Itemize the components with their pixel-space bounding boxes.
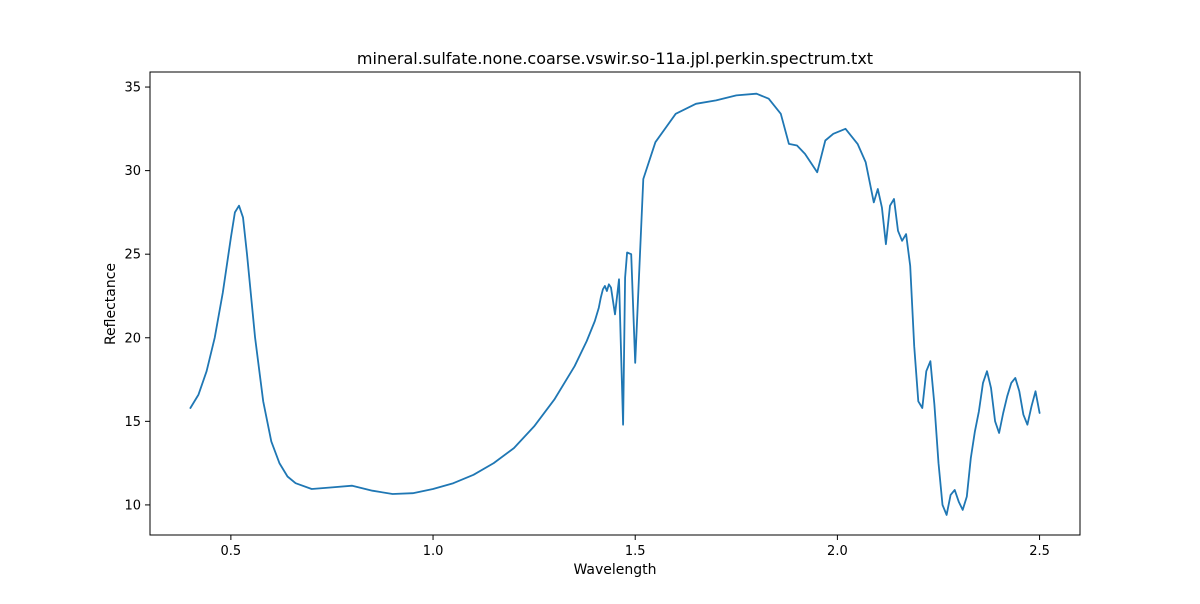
plot-area — [150, 72, 1080, 535]
x-tick-label: 2.0 — [827, 544, 848, 559]
spectrum-series-line — [189, 92, 1041, 516]
y-tick-label: 15 — [124, 415, 141, 430]
y-tick-label: 25 — [124, 248, 141, 263]
y-tick-label: 20 — [124, 331, 141, 346]
y-tick-label: 30 — [124, 164, 141, 179]
x-tick-label: 1.0 — [423, 544, 444, 559]
x-axis: 0.5 1.0 1.5 2.0 2.5 — [221, 535, 1050, 559]
plot-background — [150, 72, 1080, 535]
y-tick-label: 35 — [124, 81, 141, 96]
x-tick-label: 1.5 — [625, 544, 646, 559]
y-axis: 10 15 20 25 30 35 — [124, 81, 150, 513]
chart-title: mineral.sulfate.none.coarse.vswir.so-11a… — [357, 49, 873, 68]
series-layer — [189, 92, 1041, 516]
y-tick-label: 10 — [124, 498, 141, 513]
plot-frame — [149, 71, 1081, 536]
x-axis-label: Wavelength — [573, 562, 656, 578]
x-tick-label: 0.5 — [221, 544, 242, 559]
x-tick-label: 2.5 — [1029, 544, 1050, 559]
y-axis-label: Reflectance — [103, 263, 119, 345]
